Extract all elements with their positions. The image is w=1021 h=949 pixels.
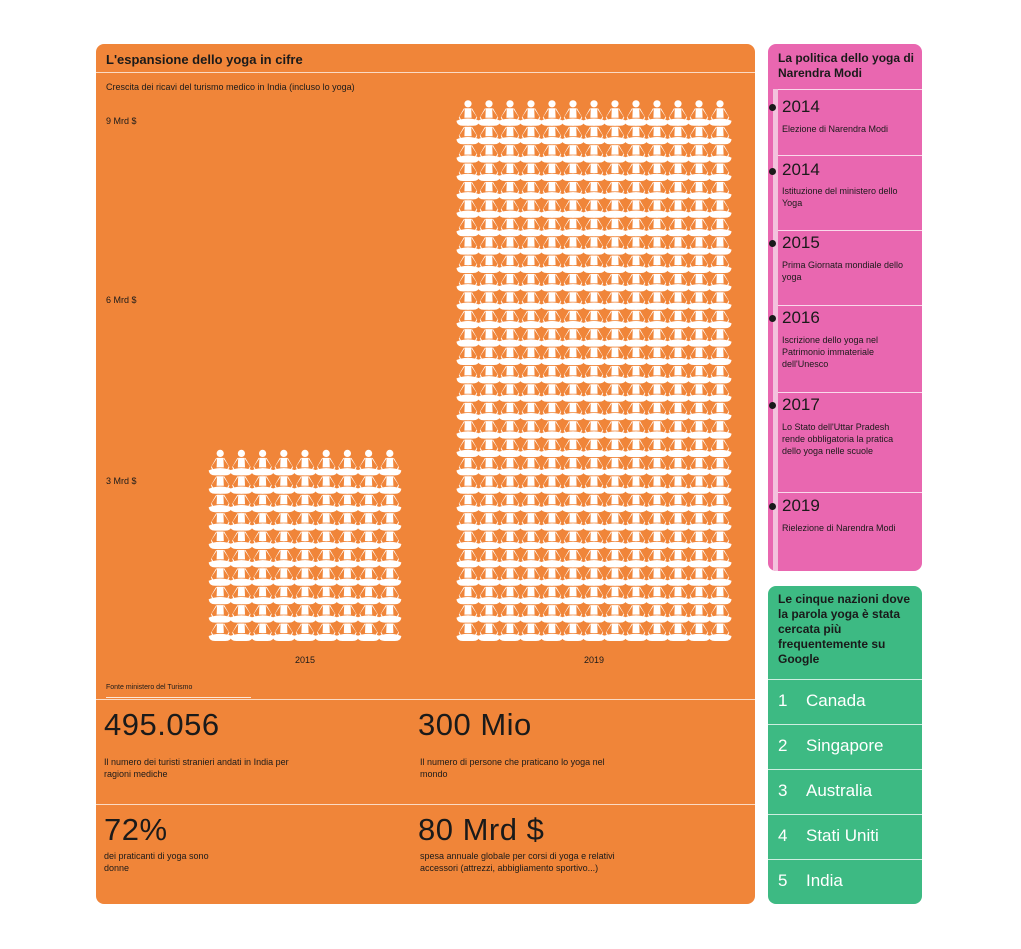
y-tick-9: 9 Mrd $	[106, 116, 137, 126]
timeline-divider	[778, 392, 922, 393]
timeline-dot	[769, 104, 776, 111]
modi-timeline-panel: La politica dello yoga di Narendra Modi …	[768, 44, 922, 571]
meditating-person-icon	[519, 100, 543, 126]
stat-value-practitioners: 300 Mio	[418, 707, 532, 742]
timeline-year: 2015	[782, 233, 820, 252]
meditating-person-icon	[666, 100, 690, 126]
ranking-divider	[768, 859, 922, 860]
meditating-person-icon	[708, 100, 732, 126]
country-name: Singapore	[806, 736, 884, 755]
timeline-text: Prima Giornata mondiale dello yoga	[782, 260, 904, 282]
meditating-person-icon	[498, 100, 522, 126]
chart-divider	[96, 699, 755, 700]
stat-desc-practitioners: Il numero di persone che praticano lo yo…	[420, 757, 605, 779]
meditating-person-icon	[208, 449, 232, 476]
ranking-divider	[768, 769, 922, 770]
bar-2015	[208, 449, 402, 641]
timeline-rail	[773, 89, 778, 571]
stats-divider	[96, 804, 755, 805]
list-item: 1 Canada	[768, 679, 922, 723]
yoga-figures-panel: L'espansione dello yoga in cifre Crescit…	[96, 44, 755, 904]
meditating-person-icon	[293, 449, 317, 476]
source-note: Fonte ministero del Turismo	[106, 684, 193, 691]
rank-number: 3	[778, 781, 788, 800]
meditating-person-icon	[251, 449, 275, 476]
rank-number: 2	[778, 736, 788, 755]
panel-title: L'espansione dello yoga in cifre	[106, 52, 303, 67]
timeline-divider	[778, 230, 922, 231]
country-name: Australia	[806, 781, 873, 800]
meditating-person-icon	[456, 100, 480, 126]
meditating-person-icon	[687, 100, 711, 126]
ranking-divider	[768, 814, 922, 815]
meditating-person-icon	[645, 100, 669, 126]
country-name: India	[806, 871, 843, 890]
meditating-person-icon	[477, 100, 501, 126]
pictogram-chart	[208, 100, 732, 641]
timeline-divider	[778, 155, 922, 156]
timeline-text: Lo Stato dell'Uttar Pradesh rende obblig…	[782, 422, 894, 456]
stat-desc-women: dei praticanti di yoga sono donne	[104, 851, 209, 873]
ranking-divider	[768, 679, 922, 680]
meditating-person-icon	[229, 449, 253, 476]
timeline-dot	[769, 503, 776, 510]
rank-number: 5	[778, 871, 788, 890]
list-item: 5 India	[768, 859, 922, 903]
stat-value-spending: 80 Mrd $	[418, 812, 545, 847]
country-name: Canada	[806, 691, 866, 710]
timeline-year: 2019	[782, 496, 820, 515]
list-item: 2 Singapore	[768, 724, 922, 768]
x-label-2015: 2015	[294, 655, 316, 665]
chart-title: Crescita dei ricavi del turismo medico i…	[106, 82, 355, 92]
list-item: 4 Stati Uniti	[768, 814, 922, 858]
timeline-divider	[778, 89, 922, 90]
ranking-title: Le cinque nazioni dove la parola yoga è …	[778, 592, 911, 666]
bar-2019	[456, 100, 732, 641]
y-tick-6: 6 Mrd $	[106, 295, 137, 305]
timeline-dot	[769, 315, 776, 322]
timeline-dot	[769, 168, 776, 175]
timeline-divider	[778, 305, 922, 306]
stat-value-women: 72%	[104, 812, 168, 847]
x-label-2019: 2019	[583, 655, 605, 665]
stat-desc-tourists: Il numero dei turisti stranieri andati i…	[104, 757, 289, 779]
timeline-text: Istituzione del ministero dello Yoga	[782, 186, 898, 208]
timeline-divider	[778, 492, 922, 493]
timeline-dot	[769, 240, 776, 247]
timeline-dot	[769, 402, 776, 409]
timeline-title: La politica dello yoga di Narendra Modi	[778, 51, 915, 80]
meditating-person-icon	[561, 100, 585, 126]
timeline-year: 2017	[782, 395, 820, 414]
title-divider	[96, 72, 755, 73]
google-ranking-panel: Le cinque nazioni dove la parola yoga è …	[768, 586, 922, 904]
timeline-text: Iscrizione dello yoga nel Patrimonio imm…	[782, 335, 879, 369]
meditating-person-icon	[582, 100, 606, 126]
list-item: 3 Australia	[768, 769, 922, 813]
meditating-person-icon	[603, 100, 627, 126]
meditating-person-icon	[378, 449, 402, 476]
country-name: Stati Uniti	[806, 826, 879, 845]
meditating-person-icon	[335, 449, 359, 476]
y-tick-3: 3 Mrd $	[106, 476, 137, 486]
timeline-year: 2014	[782, 97, 820, 116]
ranking-divider	[768, 724, 922, 725]
timeline-text: Elezione di Narendra Modi	[782, 124, 889, 134]
rank-number: 4	[778, 826, 788, 845]
meditating-person-icon	[314, 449, 338, 476]
timeline-text: Rielezione di Narendra Modi	[782, 523, 896, 533]
timeline-year: 2014	[782, 160, 820, 179]
meditating-person-icon	[540, 100, 564, 126]
meditating-person-icon	[624, 100, 648, 126]
source-underline	[106, 697, 251, 698]
stat-value-tourists: 495.056	[104, 707, 220, 742]
rank-number: 1	[778, 691, 788, 710]
meditating-person-icon	[357, 449, 381, 476]
timeline-year: 2016	[782, 308, 820, 327]
stat-desc-spending: spesa annuale globale per corsi di yoga …	[420, 851, 615, 873]
meditating-person-icon	[272, 449, 296, 476]
